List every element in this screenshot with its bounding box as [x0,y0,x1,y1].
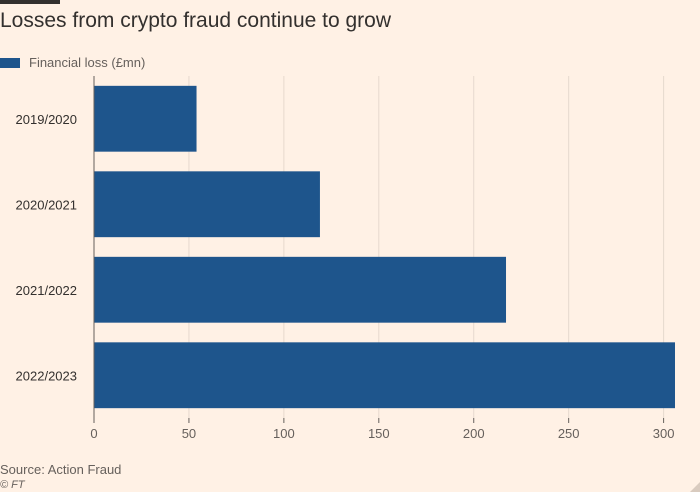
bar [94,85,197,152]
corner-fold [690,482,700,492]
legend-label: Financial loss (£mn) [29,55,146,70]
x-tick-label: 0 [90,426,97,441]
bar-chart: 2019/2020 2020/2021 2021/2022 2022/2023 0 50 1… [16,76,675,441]
x-tick-label: 100 [273,426,295,441]
bar [94,171,320,238]
category-label: 2019/2020 [16,112,77,127]
header-rule [0,0,60,4]
x-tick-label: 250 [558,426,580,441]
x-tick-label: 150 [368,426,390,441]
category-label: 2021/2022 [16,283,77,298]
legend-swatch [0,57,20,68]
source-note: Source: Action Fraud [0,462,122,477]
category-label: 2020/2021 [16,197,77,212]
copyright-credit: © FT [0,479,25,491]
x-tick-label: 50 [182,426,196,441]
chart-title: Losses from crypto fraud continue to gro… [0,9,392,32]
legend: Financial loss (£mn) [0,55,145,70]
x-tick-label: 300 [653,426,675,441]
bar [94,256,507,323]
bar [94,342,675,409]
category-label: 2022/2023 [16,368,77,383]
x-tick-label: 200 [463,426,485,441]
